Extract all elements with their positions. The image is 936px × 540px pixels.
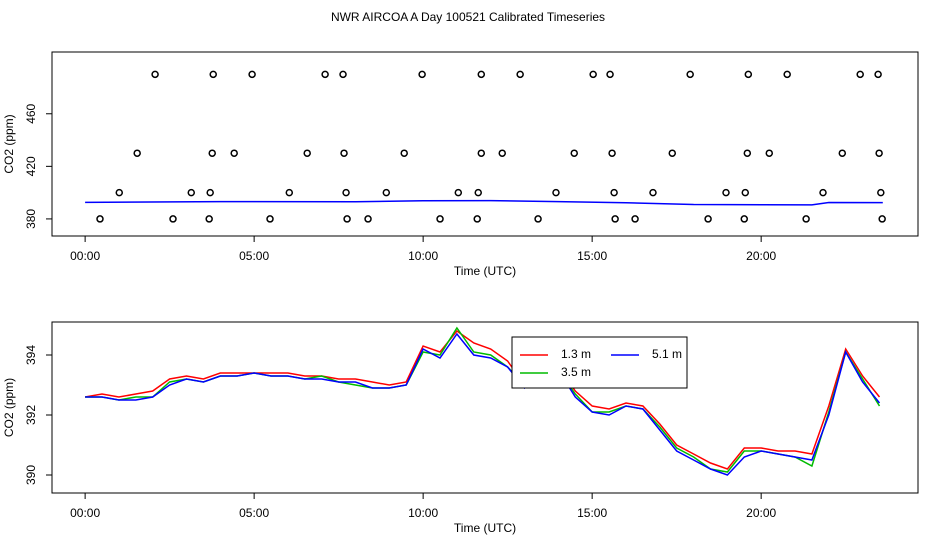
x-tick-label: 00:00: [70, 506, 100, 520]
point: [400, 149, 408, 157]
point: [802, 215, 810, 223]
x-tick-label: 05:00: [239, 506, 269, 520]
point: [874, 70, 882, 79]
x-tick-label: 05:00: [239, 249, 269, 263]
point: [878, 215, 886, 223]
point: [169, 215, 177, 223]
plot-frame: [51, 51, 919, 237]
point: [473, 215, 481, 223]
series-line: [85, 326, 881, 473]
point: [321, 70, 329, 79]
point: [340, 149, 348, 157]
point: [248, 70, 256, 79]
point: [230, 149, 238, 157]
point: [783, 70, 791, 79]
point: [285, 188, 294, 197]
point: [606, 70, 614, 79]
x-tick-label: 10:00: [408, 249, 438, 263]
point: [704, 215, 712, 223]
point: [743, 149, 752, 157]
x-tick-label: 20:00: [746, 506, 776, 520]
legend-box: [511, 336, 688, 389]
point: [516, 70, 524, 79]
point: [206, 188, 214, 197]
plot-frame: [51, 321, 919, 494]
chart-title: NWR AIRCOA A Day 100521 Calibrated Times…: [331, 10, 605, 24]
point: [209, 70, 217, 79]
point: [610, 188, 618, 197]
point: [498, 149, 506, 157]
point: [589, 70, 597, 79]
point: [115, 188, 124, 197]
point: [534, 215, 542, 223]
x-tick-label: 10:00: [408, 506, 438, 520]
y-axis-label: CO2 (ppm): [2, 378, 16, 437]
point: [875, 149, 883, 157]
y-tick-label: 394: [24, 345, 38, 365]
series-line: [85, 199, 883, 206]
point: [668, 149, 677, 157]
series-line: [85, 332, 881, 476]
y-tick-label: 392: [24, 405, 38, 425]
point: [570, 149, 578, 157]
point: [819, 188, 827, 197]
x-tick-label: 15:00: [577, 249, 607, 263]
point: [266, 215, 274, 223]
point: [205, 215, 213, 223]
point: [722, 188, 730, 197]
point: [877, 188, 885, 197]
point: [303, 149, 311, 157]
series-line: [84, 329, 881, 470]
y-tick-label: 390: [24, 465, 38, 485]
y-tick-label: 420: [24, 156, 38, 176]
y-axis-label: CO2 (ppm): [2, 114, 16, 173]
point: [436, 215, 444, 223]
point: [151, 70, 159, 79]
point: [364, 215, 372, 223]
x-axis-label: Time (UTC): [454, 521, 516, 535]
point: [382, 188, 391, 197]
point: [133, 149, 141, 157]
point: [740, 215, 749, 223]
point: [686, 70, 694, 79]
legend-label: 1.3 m: [561, 347, 591, 361]
point: [741, 188, 750, 197]
point: [856, 70, 864, 79]
x-tick-label: 00:00: [70, 249, 100, 263]
x-tick-label: 20:00: [746, 249, 776, 263]
point: [208, 149, 216, 157]
legend-label: 3.5 m: [561, 365, 591, 379]
point: [838, 149, 847, 157]
point: [474, 188, 482, 197]
point: [477, 70, 486, 79]
point: [339, 70, 347, 79]
point: [649, 188, 657, 197]
point: [477, 149, 486, 157]
point: [631, 215, 639, 223]
point: [744, 70, 753, 79]
point: [96, 215, 104, 223]
x-tick-label: 15:00: [577, 506, 607, 520]
x-axis-label: Time (UTC): [454, 264, 516, 278]
point: [552, 188, 560, 197]
y-tick-label: 380: [24, 209, 38, 229]
legend-label: 5.1 m: [652, 347, 682, 361]
point: [187, 188, 196, 197]
point: [343, 215, 351, 223]
point: [418, 70, 426, 79]
point: [342, 188, 350, 197]
point: [454, 188, 463, 197]
point: [765, 149, 774, 157]
y-tick-label: 460: [24, 103, 38, 123]
point: [608, 149, 616, 157]
point: [611, 215, 619, 223]
